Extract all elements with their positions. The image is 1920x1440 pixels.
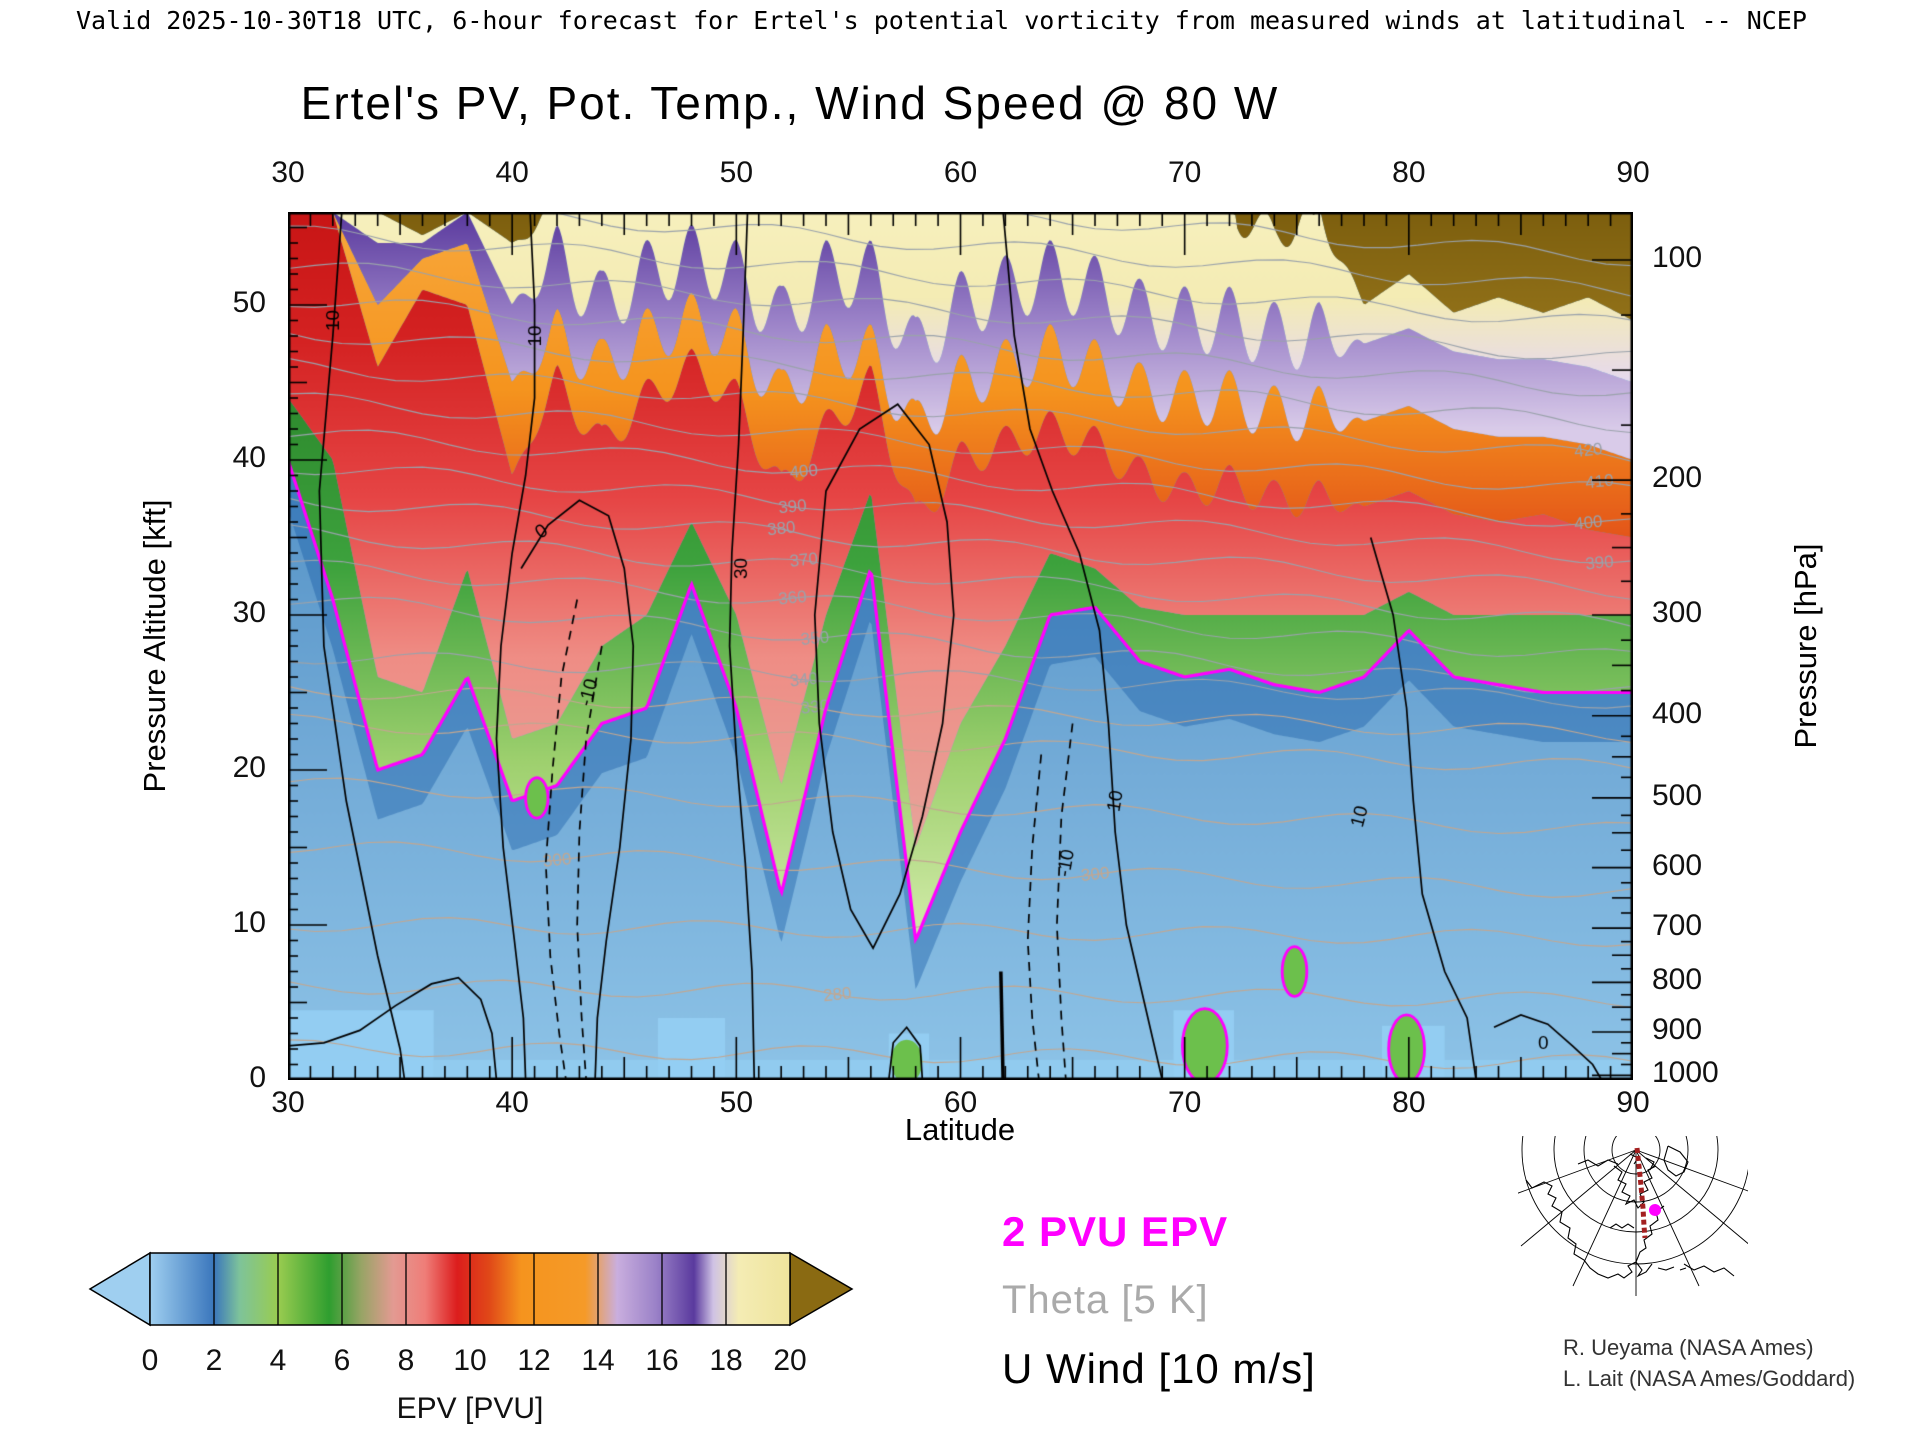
right-tick-label: 100 [1652, 241, 1703, 275]
x-tick-label-top: 60 [943, 156, 978, 189]
right-tick-label: 1000 [1652, 1056, 1719, 1090]
chart-title: Ertel's PV, Pot. Temp., Wind Speed @ 80 … [300, 77, 1280, 129]
colorbar-tick-label: 4 [269, 1344, 287, 1377]
right-tick-label: 600 [1652, 848, 1703, 882]
colorbar-under-arrow [88, 1251, 151, 1327]
x-tick-label-bottom: 70 [1167, 1086, 1202, 1119]
colorbar-tick-label: 16 [645, 1344, 679, 1377]
x-tick-label-bottom: 80 [1392, 1086, 1426, 1119]
overlay-legend: 2 PVU EPV Theta [5 K] U Wind [10 m/s] [1002, 1208, 1316, 1415]
right-tick-label: 400 [1652, 696, 1703, 730]
pv-cross-section-canvas [288, 212, 1633, 1080]
x-tick-label-top: 90 [1616, 156, 1650, 189]
colorbar-tick-label: 2 [205, 1344, 223, 1377]
right-tick-label: 800 [1652, 963, 1703, 997]
left-tick-label: 30 [232, 596, 266, 629]
left-tick-label: 20 [232, 751, 266, 784]
left-tick-label: 0 [249, 1061, 266, 1094]
inset-location-map [1518, 1136, 1748, 1296]
cross-section-line [1634, 1147, 1648, 1239]
legend-item-1: Theta [5 K] [1002, 1278, 1209, 1322]
map-graticule [1518, 1136, 1748, 1296]
x-tick-label-bottom: 50 [719, 1086, 754, 1119]
x-tick-label-bottom: 60 [943, 1086, 978, 1119]
x-tick-label-top: 30 [271, 156, 305, 189]
credit-line-2: L. Lait (NASA Ames/Goddard) [1563, 1366, 1856, 1391]
colorbar-tick-label: 12 [517, 1344, 551, 1377]
left-tick-label: 40 [232, 441, 266, 474]
credits: R. Ueyama (NASA Ames) L. Lait (NASA Ames… [1563, 1332, 1855, 1394]
colorbar-tick-label: 0 [141, 1344, 159, 1377]
right-axis-label: Pressure [hPa] [1788, 543, 1823, 749]
right-tick-label: 700 [1652, 909, 1703, 943]
location-marker-dot [1649, 1204, 1661, 1216]
x-tick-label-bottom: 90 [1616, 1086, 1650, 1119]
epv-colorbar [88, 1251, 854, 1327]
x-tick-label-top: 80 [1392, 156, 1426, 189]
x-tick-label-top: 40 [495, 156, 529, 189]
right-tick-label: 500 [1652, 778, 1703, 812]
x-tick-label-top: 70 [1167, 156, 1202, 189]
legend-item-2: U Wind [10 m/s] [1002, 1345, 1316, 1392]
plot-area [288, 212, 1633, 1080]
right-tick-label: 900 [1652, 1012, 1703, 1046]
x-tick-label-bottom: 30 [271, 1086, 305, 1119]
colorbar-tick-label: 6 [333, 1344, 351, 1377]
left-tick-label: 10 [232, 906, 266, 939]
map-coastlines [1525, 1145, 1735, 1279]
credit-line-1: R. Ueyama (NASA Ames) [1563, 1335, 1814, 1360]
left-tick-label: 50 [232, 286, 266, 319]
x-axis-label: Latitude [904, 1112, 1016, 1147]
x-tick-label-top: 50 [719, 156, 754, 189]
colorbar-tick-label: 14 [581, 1344, 615, 1377]
colorbar-tick-label: 18 [709, 1344, 743, 1377]
validity-header: Valid 2025-10-30T18 UTC, 6-hour forecast… [76, 6, 1807, 35]
left-axis-label: Pressure Altitude [kft] [137, 499, 172, 793]
right-tick-label: 200 [1652, 461, 1703, 495]
x-tick-label-bottom: 40 [495, 1086, 529, 1119]
legend-item-0: 2 PVU EPV [1002, 1208, 1229, 1255]
colorbar-tick-label: 8 [397, 1344, 415, 1377]
colorbar-title: EPV [PVU] [396, 1392, 544, 1425]
right-tick-label: 300 [1652, 596, 1703, 629]
colorbar-tick-label: 10 [453, 1344, 487, 1377]
colorbar-over-arrow [789, 1251, 854, 1327]
colorbar-tick-label: 20 [773, 1344, 807, 1377]
